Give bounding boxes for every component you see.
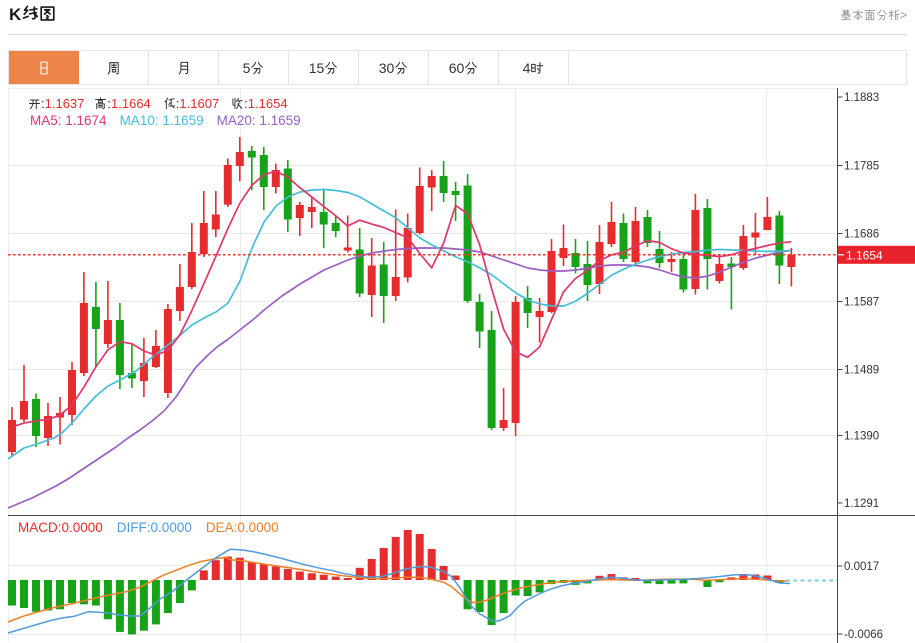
svg-text:0.0017: 0.0017 — [844, 561, 879, 573]
svg-text:1.1686: 1.1686 — [844, 229, 879, 241]
svg-text:1.1587: 1.1587 — [844, 297, 879, 309]
svg-text:1.1785: 1.1785 — [844, 161, 879, 173]
svg-text:1.1654: 1.1654 — [846, 248, 883, 262]
svg-text:-0.0066: -0.0066 — [844, 629, 883, 641]
svg-text:1.1291: 1.1291 — [844, 498, 879, 510]
svg-text:1.1489: 1.1489 — [844, 365, 879, 377]
svg-text:1.1883: 1.1883 — [844, 92, 879, 104]
svg-text:1.1390: 1.1390 — [844, 431, 879, 443]
